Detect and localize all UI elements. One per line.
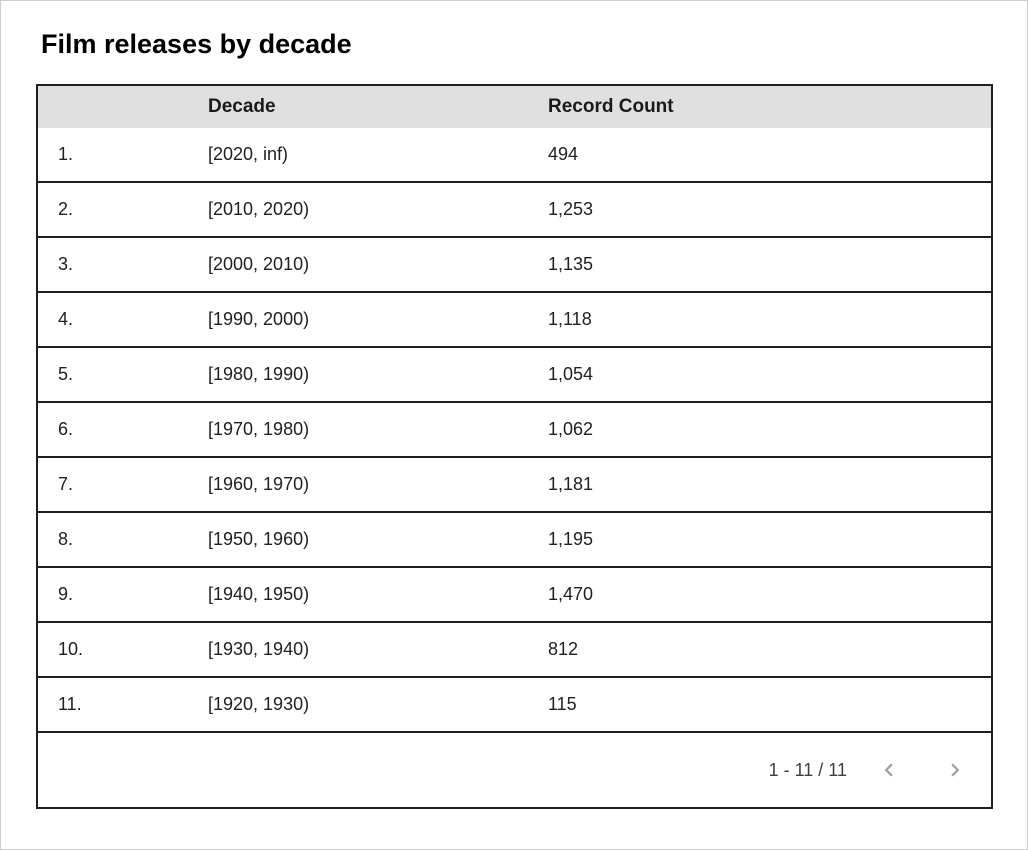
- table-row: 10. [1930, 1940) 812: [38, 623, 991, 678]
- column-header-decade[interactable]: Decade: [208, 96, 276, 117]
- row-index: 1.: [58, 144, 74, 164]
- cell-decade: [1980, 1990): [208, 364, 310, 384]
- cell-decade: [1920, 1930): [208, 694, 310, 714]
- row-index: 4.: [58, 309, 74, 329]
- chevron-left-icon: [876, 757, 902, 783]
- cell-record-count: 494: [548, 144, 579, 164]
- cell-record-count: 115: [548, 694, 577, 714]
- row-index: 10.: [58, 639, 84, 659]
- column-header-record-count[interactable]: Record Count: [548, 96, 674, 117]
- cell-record-count: 1,135: [548, 254, 594, 274]
- row-index: 7.: [58, 474, 74, 494]
- table-pagination: 1 - 11 / 11: [38, 733, 991, 807]
- cell-decade: [1950, 1960): [208, 529, 310, 549]
- cell-decade: [1940, 1950): [208, 584, 310, 604]
- table-row: 3. [2000, 2010) 1,135: [38, 238, 991, 293]
- cell-record-count: 1,054: [548, 364, 594, 384]
- row-index: 11.: [58, 694, 82, 714]
- cell-record-count: 1,062: [548, 419, 594, 439]
- table-row: 4. [1990, 2000) 1,118: [38, 293, 991, 348]
- table-row: 5. [1980, 1990) 1,054: [38, 348, 991, 403]
- cell-record-count: 1,253: [548, 199, 594, 219]
- previous-page-button[interactable]: [869, 750, 909, 790]
- cell-decade: [1970, 1980): [208, 419, 310, 439]
- table-row: 9. [1940, 1950) 1,470: [38, 568, 991, 623]
- cell-record-count: 812: [548, 639, 579, 659]
- pagination-range-label: 1 - 11 / 11: [768, 759, 847, 780]
- cell-decade: [2020, inf): [208, 144, 289, 164]
- row-index: 3.: [58, 254, 74, 274]
- row-index: 9.: [58, 584, 74, 604]
- table-row: 8. [1950, 1960) 1,195: [38, 513, 991, 568]
- cell-decade: [1990, 2000): [208, 309, 310, 329]
- data-table: Decade Record Count 1. [2020, inf) 494 2…: [36, 84, 993, 809]
- row-index: 5.: [58, 364, 74, 384]
- next-page-button[interactable]: [935, 750, 975, 790]
- table-row: 1. [2020, inf) 494: [38, 128, 991, 183]
- cell-decade: [1930, 1940): [208, 639, 310, 659]
- cell-record-count: 1,195: [548, 529, 594, 549]
- row-index: 8.: [58, 529, 74, 549]
- row-index: 6.: [58, 419, 74, 439]
- page-title: Film releases by decade: [41, 29, 352, 59]
- row-index: 2.: [58, 199, 74, 219]
- chevron-right-icon: [942, 757, 968, 783]
- cell-decade: [1960, 1970): [208, 474, 310, 494]
- table-row: 2. [2010, 2020) 1,253: [38, 183, 991, 238]
- table-header-row: Decade Record Count: [38, 86, 991, 128]
- cell-record-count: 1,470: [548, 584, 594, 604]
- cell-record-count: 1,118: [548, 309, 592, 329]
- table-row: 11. [1920, 1930) 115: [38, 678, 991, 733]
- cell-decade: [2000, 2010): [208, 254, 310, 274]
- cell-decade: [2010, 2020): [208, 199, 310, 219]
- table-row: 6. [1970, 1980) 1,062: [38, 403, 991, 458]
- table-row: 7. [1960, 1970) 1,181: [38, 458, 991, 513]
- cell-record-count: 1,181: [548, 474, 594, 494]
